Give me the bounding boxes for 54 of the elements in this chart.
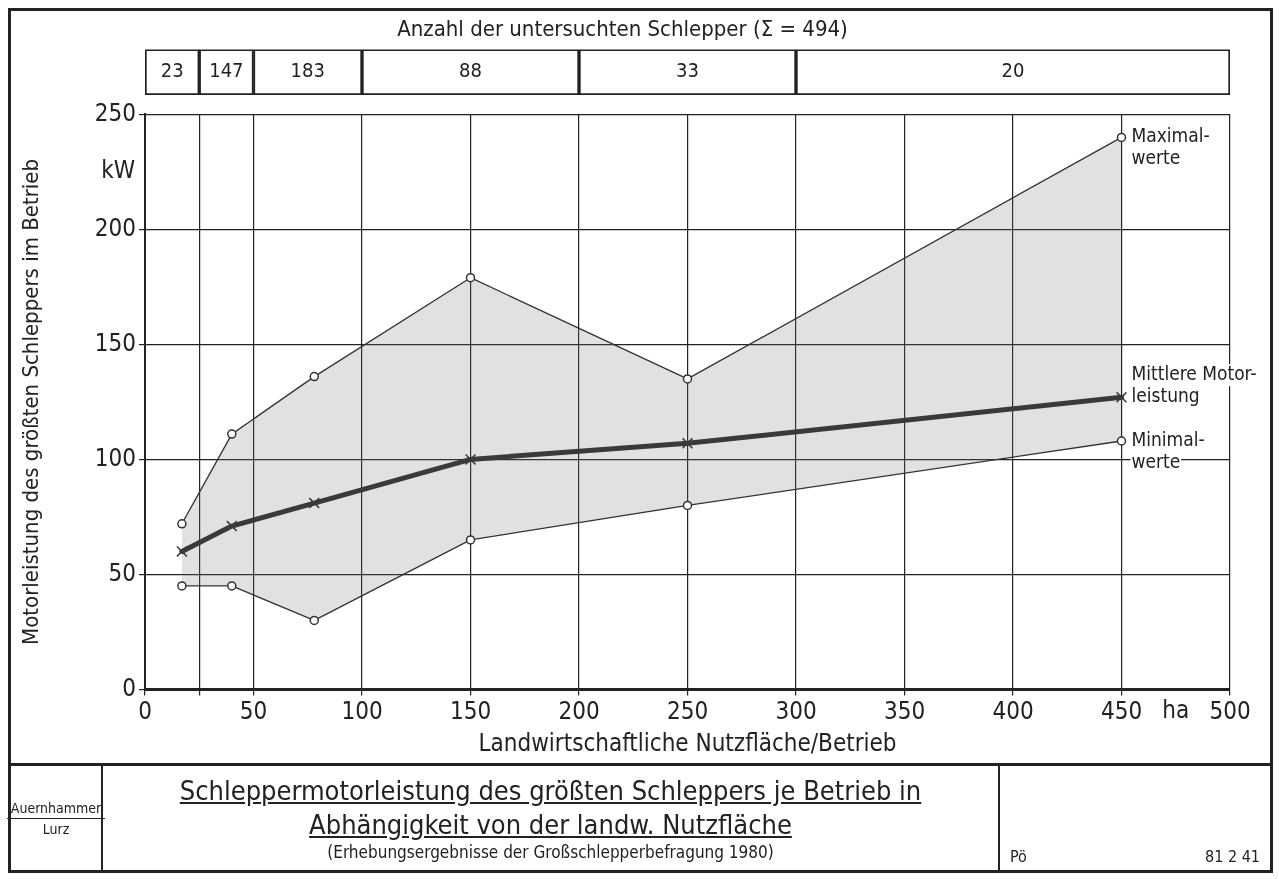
- series-label: 183: [290, 58, 325, 83]
- x-tick-label: 200: [558, 697, 600, 726]
- point: [227, 429, 237, 439]
- point: [1116, 132, 1127, 143]
- x-tick-label: 500: [1209, 697, 1251, 726]
- text: (Erhebungsergebnisse der Großschlepperbefragung 1980): [327, 842, 774, 862]
- series-label: 88: [459, 58, 482, 83]
- point: [226, 520, 238, 532]
- y-tick-label: 50: [108, 558, 136, 587]
- y-tick-label: 200: [94, 213, 136, 242]
- point: [309, 615, 320, 626]
- point: [177, 581, 187, 591]
- point: [1115, 391, 1128, 403]
- series-label: 23: [160, 58, 184, 83]
- point: [681, 437, 694, 449]
- point: [227, 581, 237, 591]
- series-label: Mittlere Motor-leistung: [1131, 362, 1257, 407]
- x-tick-label: 150: [449, 697, 492, 726]
- series-label: 33: [676, 58, 699, 83]
- y-tick-label: 100: [94, 443, 136, 472]
- x-tick-label: 400: [992, 697, 1034, 726]
- y-tick-label: 150: [94, 328, 136, 357]
- series-label: 147: [209, 58, 244, 83]
- y-tick-label: 250: [94, 98, 136, 127]
- point: [465, 272, 476, 283]
- text: Schleppermotorleistung des größten Schleppers je Betrieb in Abhängigkeit von der landw. Nutzfläche: [178, 774, 923, 842]
- text: ha: [1162, 695, 1190, 724]
- text: 81 2 41: [1205, 847, 1260, 866]
- text: kW: [101, 156, 135, 185]
- point: [176, 545, 188, 558]
- point: [464, 453, 477, 466]
- y-axis-title: Motorleistung des größten Schleppers im Betrieb: [17, 158, 43, 645]
- point: [465, 535, 476, 545]
- series-label: 20: [1001, 58, 1025, 83]
- x-tick-label: 450: [1100, 697, 1143, 726]
- point: [309, 371, 320, 382]
- point: [682, 500, 693, 511]
- text: Lurz: [41, 819, 71, 839]
- point: [682, 374, 693, 384]
- x-tick-label: 350: [883, 697, 926, 726]
- point: [1116, 436, 1127, 446]
- y-tick-label: 0: [122, 673, 136, 702]
- point: [177, 519, 187, 529]
- text: Auernhammer: [6, 797, 106, 819]
- x-tick-label: 100: [341, 697, 383, 726]
- chart-title: Anzahl der untersuchten Schlepper (Σ = 494): [397, 15, 848, 41]
- text: Pö: [1010, 847, 1027, 866]
- x-tick-label: 50: [239, 697, 268, 726]
- series-label: Maximal-werte: [1131, 124, 1210, 169]
- point: [308, 497, 320, 509]
- x-axis-title: Landwirtschaftliche Nutzfläche/Betrieb: [478, 728, 897, 757]
- series-label: Minimal-werte: [1131, 427, 1205, 472]
- x-tick-label: 250: [666, 697, 709, 726]
- x-tick-label: 300: [775, 697, 817, 726]
